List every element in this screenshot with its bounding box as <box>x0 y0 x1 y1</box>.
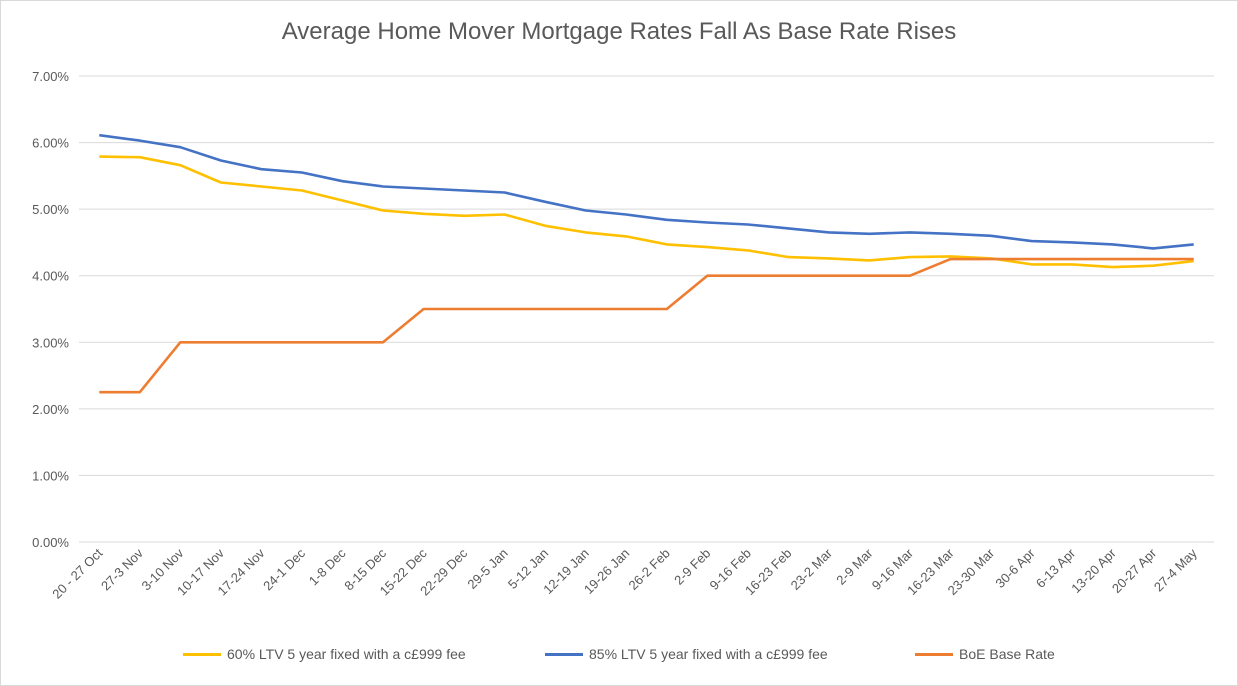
x-tick-label: 30-6 Apr <box>992 545 1038 591</box>
x-tick-label: 20 - 27 Oct <box>49 545 105 601</box>
x-tick-label: 27-3 Nov <box>98 545 146 593</box>
y-axis-ticks: 0.00% 1.00% 2.00% 3.00% 4.00% 5.00% 6.00% 7.00% <box>32 69 69 550</box>
legend-swatch <box>545 652 583 656</box>
legend-item-boe-base-rate: BoE Base Rate <box>915 646 1055 662</box>
chart-title: Average Home Mover Mortgage Rates Fall A… <box>281 18 957 45</box>
x-tick-label: 24-1 Dec <box>260 545 308 593</box>
legend-item-85-ltv: 85% LTV 5 year fixed with a c£999 fee <box>545 646 828 662</box>
legend-label: BoE Base Rate <box>959 646 1055 662</box>
series-lines <box>99 133 1194 394</box>
y-tick-label: 4.00% <box>32 269 69 284</box>
legend-item-60-ltv: 60% LTV 5 year fixed with a c£999 fee <box>183 646 466 662</box>
series-line-1 <box>99 133 1194 250</box>
x-tick-label: 27-4 May <box>1151 545 1200 594</box>
legend: 60% LTV 5 year fixed with a c£999 fee 85… <box>0 646 1238 666</box>
gridlines <box>79 75 1214 543</box>
legend-label: 60% LTV 5 year fixed with a c£999 fee <box>227 646 466 662</box>
legend-swatch <box>915 652 953 656</box>
x-tick-label: 29-5 Jan <box>464 546 510 592</box>
legend-swatch <box>183 652 221 656</box>
y-tick-label: 2.00% <box>32 402 69 417</box>
series-line-2 <box>99 257 1194 394</box>
y-tick-label: 7.00% <box>32 69 69 84</box>
y-tick-label: 5.00% <box>32 202 69 217</box>
x-tick-label: 20-27 Apr <box>1109 545 1160 596</box>
y-tick-label: 1.00% <box>32 468 69 483</box>
y-tick-label: 3.00% <box>32 335 69 350</box>
y-tick-label: 6.00% <box>32 136 69 151</box>
x-tick-label: 23-2 Mar <box>788 545 836 593</box>
y-tick-label: 0.00% <box>32 535 69 550</box>
legend-label: 85% LTV 5 year fixed with a c£999 fee <box>589 646 828 662</box>
series-line-0 <box>99 155 1194 269</box>
x-tick-label: 26-2 Feb <box>625 546 672 593</box>
